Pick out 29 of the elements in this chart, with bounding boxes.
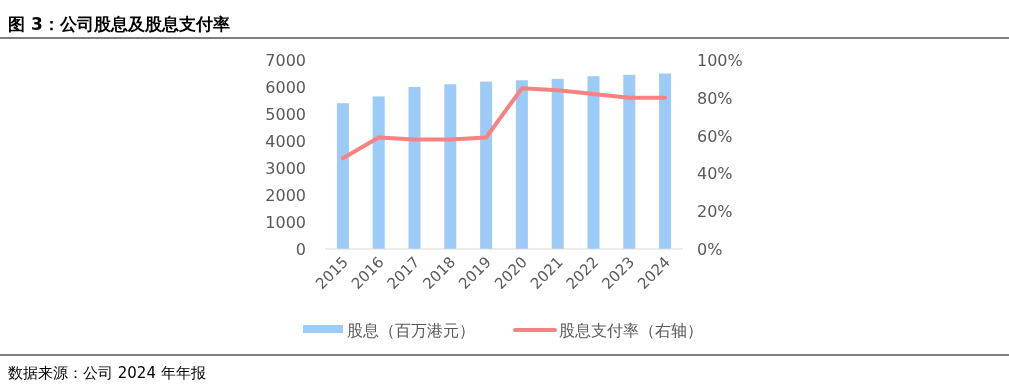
y2-tick-label: 60%: [697, 126, 733, 146]
line-series: [340, 86, 668, 161]
bar: [480, 81, 493, 249]
y-tick-label: 4000: [265, 132, 306, 151]
bar: [587, 76, 600, 249]
y2-tick-label: 100%: [697, 51, 743, 70]
y-tick-label: 6000: [265, 78, 306, 97]
bar: [623, 74, 636, 249]
bar: [444, 84, 457, 249]
y-tick-label: 7000: [265, 51, 306, 70]
y2-tick-label: 80%: [697, 88, 733, 108]
y-tick-label: 1000: [265, 213, 306, 232]
y-tick-label: 5000: [265, 105, 306, 124]
y2-tick-label: 0%: [697, 240, 723, 259]
y-tick-label: 2000: [265, 186, 306, 205]
legend-label: 股息支付率（右轴）: [559, 321, 703, 340]
y-tick-label: 0: [295, 240, 306, 259]
bar: [336, 103, 349, 249]
y2-tick-label: 40%: [697, 164, 733, 184]
bar: [551, 78, 564, 249]
y2-tick-label: 20%: [697, 202, 733, 222]
y-tick-label: 3000: [265, 159, 306, 178]
bar: [408, 87, 421, 249]
bar: [515, 80, 528, 249]
bar: [659, 73, 672, 249]
source-note: 数据来源：公司 2024 年年报: [8, 364, 206, 382]
legend-label: 股息（百万港元）: [347, 321, 475, 340]
text: 图 3：公司股息及股息支付率: [8, 14, 230, 34]
bar: [372, 96, 385, 249]
